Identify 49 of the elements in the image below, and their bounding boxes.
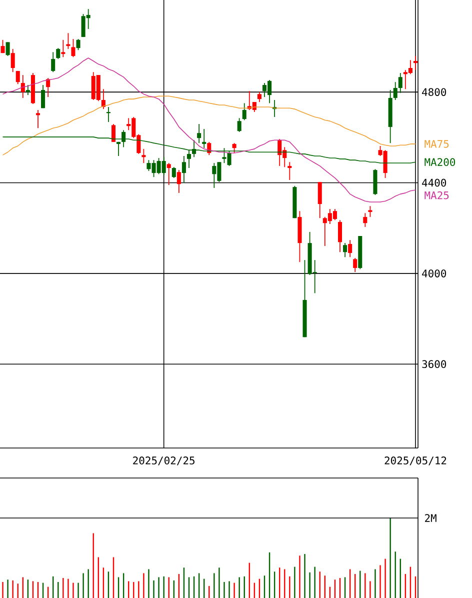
candlestick xyxy=(353,258,358,273)
candlestick xyxy=(368,206,372,218)
candlestick xyxy=(242,102,246,121)
candlestick xyxy=(116,141,121,156)
y-tick-label: 4400 xyxy=(422,178,446,187)
candlestick xyxy=(56,48,60,60)
candlestick xyxy=(142,148,146,164)
candlestick xyxy=(172,166,176,178)
candlestick xyxy=(398,72,402,94)
candlestick xyxy=(393,82,398,100)
candlestick xyxy=(76,38,80,51)
candlestick xyxy=(20,74,25,98)
candlestick xyxy=(6,42,10,56)
candlestick xyxy=(338,220,342,253)
candlestick xyxy=(51,52,56,73)
candlestick xyxy=(343,242,348,258)
candlestick xyxy=(41,84,46,109)
y-tick-label: 4800 xyxy=(422,88,446,96)
candlestick xyxy=(202,128,206,148)
candlestick xyxy=(16,70,20,85)
candlestick xyxy=(0,39,5,54)
candlestick xyxy=(348,240,352,258)
candlestick xyxy=(257,92,262,102)
x-tick-label: 2025/02/25 xyxy=(133,456,194,466)
candlestick xyxy=(66,32,70,50)
candlestick xyxy=(111,124,116,142)
candlestick xyxy=(318,182,322,219)
y-tick-label: 3600 xyxy=(422,360,446,368)
candlestick xyxy=(166,162,171,186)
candlestick xyxy=(237,118,242,132)
candlestick xyxy=(71,38,76,58)
series-label: MA75 xyxy=(424,140,449,148)
x-tick-label: 2025/05/12 xyxy=(384,456,446,466)
candlestick xyxy=(363,212,368,228)
candlestick xyxy=(288,162,292,180)
candlestick xyxy=(61,39,66,58)
candlestick xyxy=(232,142,236,154)
y-tick-label: 4000 xyxy=(422,269,446,278)
candlestick xyxy=(36,110,40,129)
candlestick xyxy=(46,78,50,98)
candlestick xyxy=(182,156,186,184)
candlestick xyxy=(197,124,202,144)
candlestick xyxy=(10,48,15,73)
text: 2M xyxy=(425,514,436,522)
candlestick xyxy=(413,56,418,70)
series-label: MA200 xyxy=(424,158,456,166)
candlestick xyxy=(26,84,30,96)
series-label: MA25 xyxy=(424,191,449,200)
candlestick xyxy=(176,170,181,194)
